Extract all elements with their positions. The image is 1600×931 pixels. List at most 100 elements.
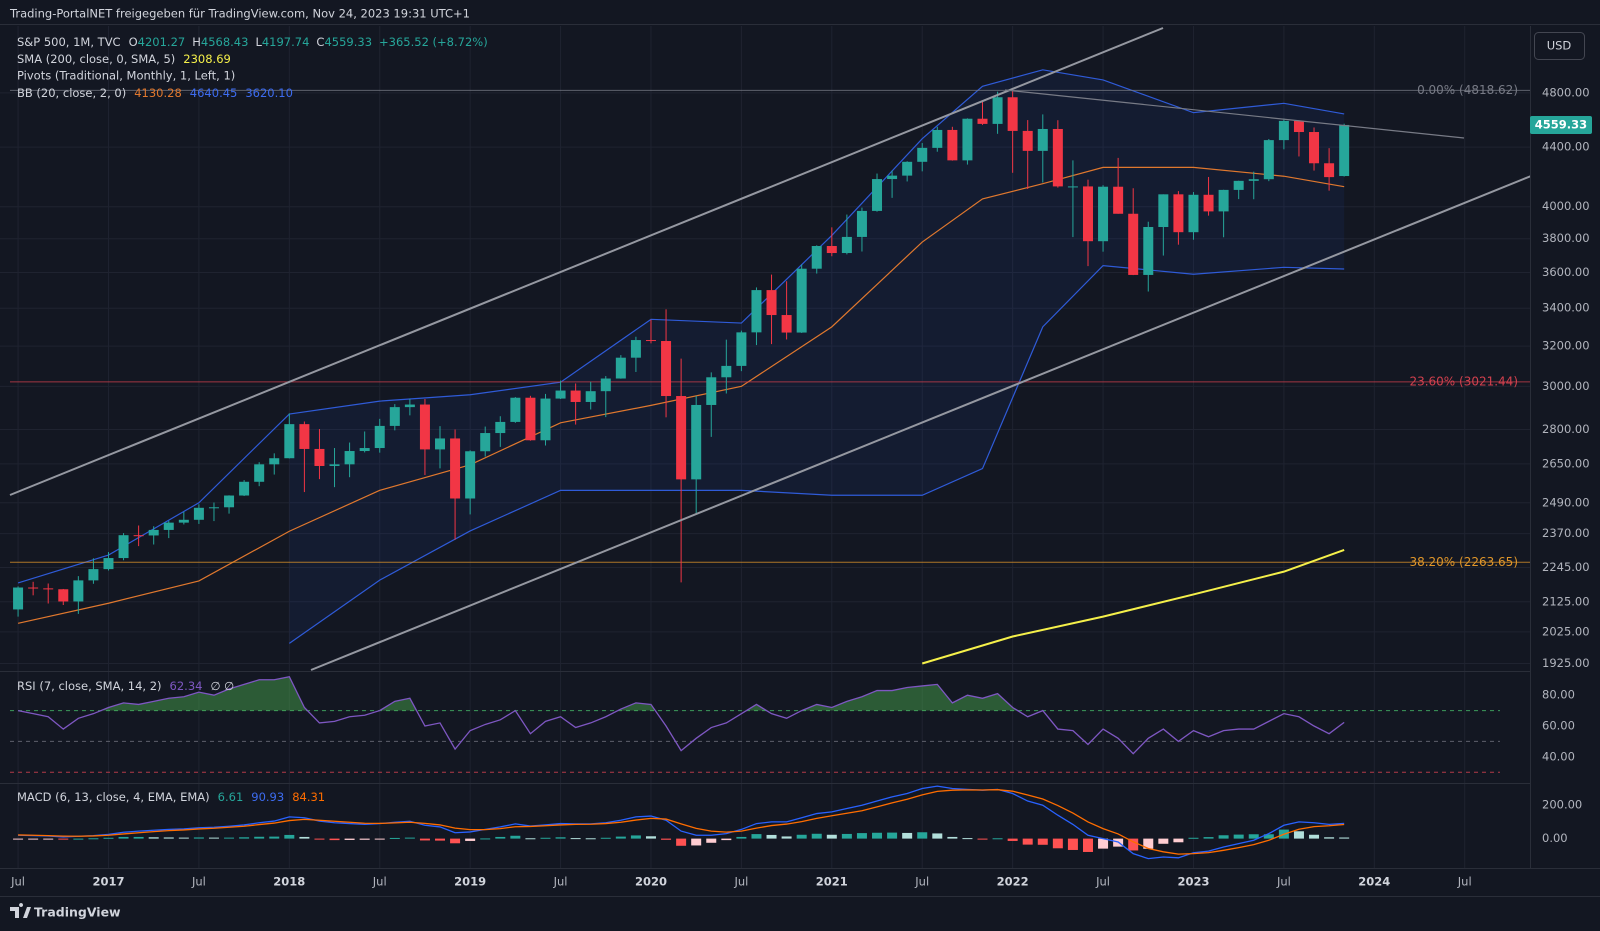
x-tick-label: 2023	[1177, 875, 1209, 889]
macd-line	[18, 785, 1345, 860]
histogram-bar	[977, 838, 988, 840]
footer-logo: TradingView	[10, 903, 121, 920]
candle-body	[374, 425, 385, 449]
histogram-bar	[1037, 838, 1048, 845]
histogram-bar	[676, 838, 687, 846]
histogram-bar	[435, 838, 446, 841]
candle-body	[178, 519, 189, 523]
x-tick-label: Jul	[10, 875, 25, 889]
candle-body	[962, 118, 973, 161]
ohlc-key: L	[255, 35, 262, 49]
histogram-bar	[841, 833, 852, 839]
histogram-bar	[856, 833, 867, 839]
y-tick-label: 4400.00	[1542, 140, 1590, 154]
candle-body	[1203, 194, 1214, 212]
candle-body	[1278, 120, 1289, 141]
candle-body	[495, 421, 506, 434]
histogram-bar	[450, 838, 461, 844]
candle-body	[314, 448, 325, 466]
histogram-bar	[1128, 838, 1139, 851]
y-tick-label: 2490.00	[1542, 495, 1590, 509]
candle-body	[1037, 128, 1048, 151]
indicator-value: 84.31	[292, 790, 325, 804]
indicator-value: 62.34	[170, 679, 203, 693]
ohlc-key: C	[316, 35, 324, 49]
sma-layer	[921, 549, 1345, 665]
candle-body	[224, 495, 235, 508]
histogram-bar	[1324, 837, 1335, 839]
indicator-value: 4130.28	[134, 86, 182, 100]
candle-body	[1082, 186, 1093, 242]
histogram-bar	[1143, 838, 1154, 849]
trendline	[9, 27, 1164, 496]
candle-body	[344, 451, 355, 465]
high-value: 4568.43	[201, 35, 249, 49]
candle-body	[239, 481, 250, 496]
candle-body	[103, 558, 114, 570]
histogram-bar	[721, 838, 732, 841]
histogram-bar	[917, 832, 928, 839]
candle-body	[856, 210, 867, 237]
candle-body	[721, 365, 732, 378]
candle-body	[118, 535, 129, 559]
histogram-bar	[299, 836, 310, 839]
overbought-fill	[18, 676, 1043, 711]
histogram-bar	[932, 833, 943, 839]
button-label[interactable]: USD	[1547, 39, 1572, 53]
histogram-bar	[962, 838, 973, 840]
currency-button[interactable]: USD	[1534, 32, 1585, 60]
candle-body	[932, 129, 943, 148]
histogram-bar	[555, 837, 566, 839]
histogram-bar	[224, 837, 235, 839]
legend-pivots: Pivots (Traditional, Monthly, 1, Left, 1…	[17, 69, 235, 83]
y-tick-label: 200.00	[1542, 798, 1582, 812]
histogram-bar	[495, 836, 506, 839]
overbought-layer	[18, 676, 1043, 711]
indicator-name: MACD (6, 13, close, 4, EMA, EMA)	[17, 790, 210, 804]
button-frame[interactable]	[1534, 32, 1585, 60]
candle-body	[1188, 194, 1199, 233]
candle-body	[841, 236, 852, 254]
x-tick-label: 2022	[997, 875, 1029, 889]
y-tick-label: 3400.00	[1542, 301, 1590, 315]
candle-body	[299, 424, 310, 449]
y-tick-label: 2245.00	[1542, 560, 1590, 574]
histogram-bar	[58, 838, 69, 840]
candle-body	[676, 396, 687, 480]
x-tick-label: Jul	[553, 875, 568, 889]
candle-body	[872, 179, 883, 211]
candle-body	[1067, 186, 1078, 188]
candle-body	[163, 522, 174, 530]
candle-body	[1293, 120, 1304, 133]
histogram-bar	[585, 838, 596, 840]
ohlc-key: O	[129, 35, 138, 49]
candle-body	[1309, 132, 1320, 164]
histogram-bar	[645, 836, 656, 839]
indicator-name: SMA (200, close, 0, SMA, 5)	[17, 52, 175, 66]
y-tick-label: 3000.00	[1542, 379, 1590, 393]
histogram-bar	[887, 832, 898, 839]
candle-body	[1263, 140, 1274, 180]
histogram-bar	[103, 837, 114, 839]
candle-body	[254, 464, 265, 482]
indicator-value: 2308.69	[183, 52, 231, 66]
histogram-bar	[88, 838, 99, 840]
histogram-bar	[706, 838, 717, 843]
candle-body	[751, 290, 762, 333]
candle-body	[1248, 179, 1259, 181]
candle-body	[269, 458, 280, 465]
candle-body	[645, 340, 656, 342]
histogram-bar	[193, 837, 204, 839]
histogram-bar	[404, 837, 415, 839]
histogram-bar	[329, 838, 340, 841]
candle-body	[691, 404, 702, 480]
x-tick-label: Jul	[1095, 875, 1110, 889]
open-value: 4201.27	[138, 35, 186, 49]
candle-body	[43, 588, 54, 590]
histogram-bar	[766, 834, 777, 839]
histogram-bar	[239, 837, 250, 839]
candle-body	[811, 246, 822, 269]
y-tick-label: 3600.00	[1542, 265, 1590, 279]
candle-body	[13, 587, 24, 610]
candle-body	[1022, 130, 1033, 151]
